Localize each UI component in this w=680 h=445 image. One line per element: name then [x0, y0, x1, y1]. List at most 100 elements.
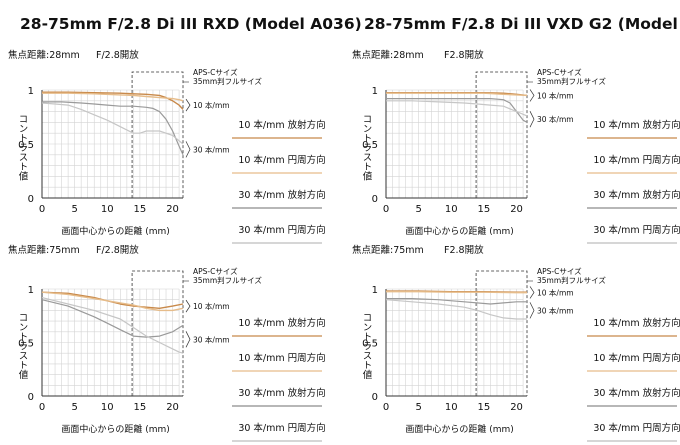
focal-length-label: 焦点距離:75mm: [8, 244, 80, 256]
x-tick-label: 15: [134, 402, 147, 413]
freq10-label: 10 本/mm: [537, 90, 574, 100]
x-tick-label: 0: [383, 402, 389, 413]
series-line-4: [41, 102, 184, 145]
series-line-4: [386, 100, 528, 117]
freq10-bracket: [529, 89, 535, 102]
aperture-label: F2.8開放: [444, 244, 484, 256]
series-line-4: [385, 299, 527, 320]
x-axis-label: 画面中心からの距離 (mm): [61, 225, 169, 237]
x-axis-label: 画面中心からの距離 (mm): [405, 225, 513, 237]
legend-label: 30 本/mm 円周方向: [593, 422, 680, 434]
chart-title: 28-75mm F/2.8 Di III RXD (Model A036): [20, 15, 362, 33]
x-tick-label: 20: [510, 204, 523, 215]
legend-label: 10 本/mm 放射方向: [593, 317, 680, 329]
y-tick-label: 0.5: [362, 140, 378, 151]
full-frame-label: 35mm判フルサイズ: [537, 76, 606, 86]
full-frame-label: 35mm判フルサイズ: [193, 76, 262, 86]
series-line-1: [42, 91, 184, 110]
legend-label: 30 本/mm 円周方向: [238, 422, 325, 434]
apsc-boundary-box: [475, 270, 528, 396]
legend-label: 10 本/mm 円周方向: [238, 352, 325, 364]
legend-label: 30 本/mm 放射方向: [238, 189, 325, 201]
focal-length-label: 焦点距離:75mm: [352, 244, 424, 256]
y-axis-label: コントラスト値: [361, 114, 373, 181]
apsc-size-label: APS-Cサイズ: [193, 67, 238, 77]
mtf-chart-2: 28-75mm F/2.8 Di III VXD G2 (Model A063)…: [352, 15, 680, 244]
apsc-boundary-box: [475, 71, 528, 198]
y-tick-label: 0.5: [362, 339, 378, 350]
y-tick-label: 0.5: [18, 140, 34, 151]
aperture-label: F/2.8開放: [96, 49, 139, 61]
x-tick-label: 15: [478, 204, 491, 215]
x-tick-label: 5: [415, 402, 421, 413]
full-frame-label: 35mm判フルサイズ: [537, 275, 606, 285]
series-line-4: [41, 297, 184, 354]
y-tick-label: 0: [372, 194, 378, 205]
x-tick-label: 10: [101, 204, 114, 215]
freq10-bracket: [529, 286, 535, 299]
x-tick-label: 5: [71, 402, 77, 413]
freq10-bracket: [185, 98, 191, 112]
focal-length-label: 焦点距離:28mm: [8, 49, 80, 61]
x-tick-label: 15: [134, 204, 147, 215]
mtf-chart-3: 焦点距離:75mm F/2.8開放 0 5 10 15 20 0 0.5 1 画面中心からの距離 (…: [8, 244, 326, 442]
aperture-label: F2.8開放: [444, 49, 484, 61]
mtf-chart-1: 28-75mm F/2.8 Di III RXD (Model A036) 焦点距…: [8, 15, 362, 244]
freq30-label: 30 本/mm: [193, 334, 230, 344]
y-tick-label: 1: [28, 86, 34, 97]
legend-label: 10 本/mm 放射方向: [593, 119, 680, 131]
y-axis-label: コントラスト値: [17, 114, 29, 181]
x-tick-label: 5: [415, 204, 421, 215]
full-frame-label: 35mm判フルサイズ: [193, 275, 262, 285]
legend-label: 30 本/mm 放射方向: [593, 387, 680, 399]
y-tick-label: 1: [372, 285, 378, 296]
apsc-size-label: APS-Cサイズ: [537, 266, 582, 276]
y-tick-label: 1: [372, 86, 378, 97]
y-tick-label: 0: [28, 194, 34, 205]
freq30-label: 30 本/mm: [193, 144, 230, 154]
freq30-bracket: [185, 331, 191, 348]
series-line-3: [41, 299, 184, 338]
apsc-boundary-box: [131, 71, 184, 198]
aperture-label: F/2.8開放: [96, 244, 139, 256]
y-tick-label: 1: [28, 285, 34, 296]
series-line-3: [386, 298, 527, 305]
x-tick-label: 10: [101, 402, 114, 413]
series-line-2: [386, 291, 527, 294]
legend-label: 10 本/mm 円周方向: [593, 352, 680, 364]
y-axis-label: コントラスト値: [361, 313, 373, 380]
freq30-bracket: [529, 111, 535, 128]
series-line-1: [41, 291, 184, 309]
apsc-size-label: APS-Cサイズ: [193, 266, 238, 276]
x-tick-label: 0: [383, 204, 389, 215]
legend-label: 10 本/mm 円周方向: [238, 154, 325, 166]
apsc-size-label: APS-Cサイズ: [537, 67, 582, 77]
y-axis-label: コントラスト値: [17, 313, 29, 380]
x-axis-label: 画面中心からの距離 (mm): [61, 423, 169, 435]
x-tick-label: 15: [478, 402, 491, 413]
freq10-label: 10 本/mm: [537, 287, 574, 297]
series-line-2: [42, 92, 184, 102]
series-line-3: [42, 101, 184, 156]
freq10-label: 10 本/mm: [193, 301, 230, 311]
y-tick-label: 0: [28, 392, 34, 403]
legend-label: 10 本/mm 放射方向: [238, 317, 325, 329]
chart-title: 28-75mm F/2.8 Di III VXD G2 (Model A063): [364, 15, 680, 33]
legend-label: 30 本/mm 円周方向: [593, 224, 680, 236]
x-tick-label: 20: [166, 402, 179, 413]
legend-label: 30 本/mm 放射方向: [593, 189, 680, 201]
x-tick-label: 0: [39, 204, 45, 215]
legend-label: 10 本/mm 円周方向: [593, 154, 680, 166]
focal-length-label: 焦点距離:28mm: [352, 49, 424, 61]
y-tick-label: 0: [372, 392, 378, 403]
freq30-label: 30 本/mm: [537, 114, 574, 124]
x-tick-label: 5: [71, 204, 77, 215]
freq30-bracket: [529, 302, 535, 319]
x-axis-label: 画面中心からの距離 (mm): [405, 423, 513, 435]
series-line-2: [41, 291, 184, 312]
freq10-label: 10 本/mm: [193, 100, 230, 110]
freq10-bracket: [185, 299, 191, 313]
x-tick-label: 10: [445, 204, 458, 215]
x-tick-label: 10: [445, 402, 458, 413]
freq30-label: 30 本/mm: [537, 305, 574, 315]
